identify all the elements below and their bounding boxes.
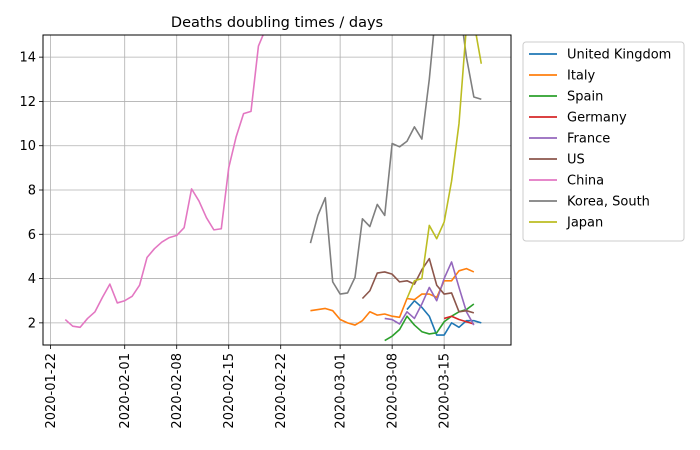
series-line: [309, 35, 482, 295]
legend-label: Italy: [567, 69, 596, 84]
legend: United Kingdom Italy Spain Germany France US C…: [522, 41, 685, 242]
legend-label: France: [567, 132, 610, 147]
x-tick-label: 2020-03-01: [334, 353, 349, 429]
y-tick-label: 2: [28, 316, 36, 331]
x-tick-label: 2020-02-01: [118, 353, 133, 429]
series-layer: [64, 35, 483, 342]
x-tick-label: 2020-03-08: [386, 353, 401, 429]
y-tick-label: 6: [28, 228, 36, 243]
y-tick-label: 8: [28, 184, 36, 199]
series-line: [384, 261, 475, 326]
chart-title: Deaths doubling times / days: [171, 15, 383, 31]
x-tick-label: 2020-03-15: [438, 353, 453, 429]
series-line: [310, 267, 475, 326]
y-tick-label: 12: [19, 95, 36, 110]
legend-box: [522, 41, 685, 242]
series-line: [406, 299, 482, 336]
series-line: [361, 257, 475, 314]
x-tick-label: 2020-02-22: [274, 353, 289, 429]
legend-label: China: [567, 174, 604, 189]
legend-label: US: [567, 153, 585, 168]
x-tick-label: 2020-02-15: [222, 353, 237, 429]
y-tick-label: 10: [19, 139, 36, 154]
series-line: [406, 35, 483, 299]
series-line: [443, 315, 475, 325]
legend-label: Korea, South: [567, 195, 650, 210]
series-line: [64, 35, 264, 329]
legend-label: Germany: [567, 111, 627, 126]
grid: [43, 35, 511, 345]
y-tick-label: 14: [19, 51, 36, 66]
legend-label: Japan: [566, 216, 603, 231]
legend-label: Spain: [567, 90, 603, 105]
axes: 2 4 6 8 10 12 14 2020-01-22 2020-02-01 2020-02-08…: [19, 51, 452, 429]
x-tick-label: 2020-02-08: [170, 353, 185, 429]
legend-label: United Kingdom: [567, 48, 671, 63]
y-tick-label: 4: [28, 272, 36, 287]
x-tick-label: 2020-01-22: [44, 353, 59, 429]
